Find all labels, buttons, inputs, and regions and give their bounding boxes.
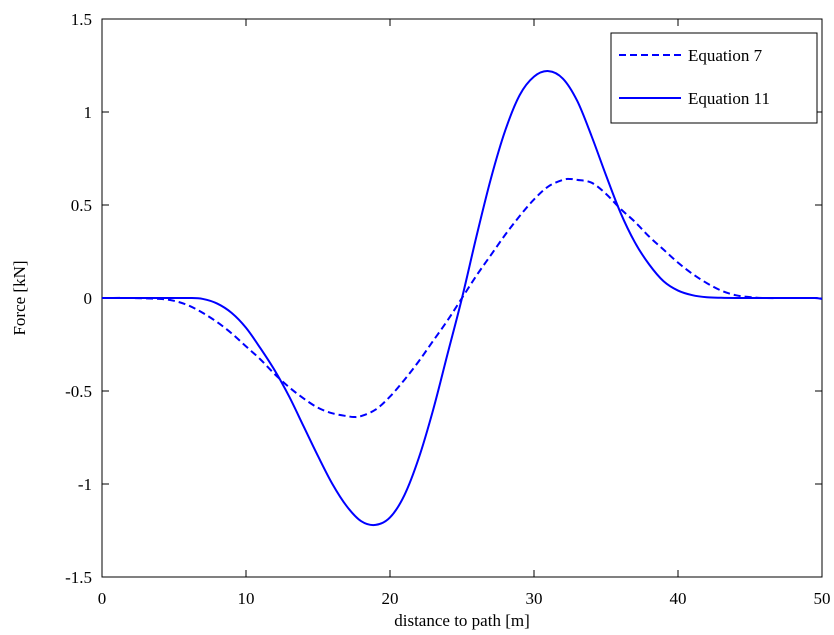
y-tick-label: -1: [78, 475, 92, 494]
x-tick-label: 40: [670, 589, 687, 608]
series-line-equation-11: [101, 70, 823, 527]
legend: Equation 7 Equation 11: [610, 32, 818, 124]
y-tick-label: 0.5: [71, 196, 92, 215]
x-tick-label: 20: [382, 589, 399, 608]
legend-box: [610, 32, 818, 124]
y-tick-label: -0.5: [65, 382, 92, 401]
x-tick-label: 0: [98, 589, 107, 608]
x-tick-label: 30: [526, 589, 543, 608]
axis-tick-labels: 0 10 20 30 40 50 -1.5 -1 -0.5 0 0.5 1 1.5: [65, 10, 830, 608]
x-tick-label: 50: [814, 589, 831, 608]
legend-label-equation-7: Equation 7: [688, 46, 763, 65]
y-tick-label: 1.5: [71, 10, 92, 29]
x-tick-label: 10: [238, 589, 255, 608]
y-axis-label: Force [kN]: [10, 260, 29, 335]
series-layer: [101, 70, 823, 527]
y-tick-label: 1: [84, 103, 93, 122]
y-tick-label: 0: [84, 289, 93, 308]
x-axis-label: distance to path [m]: [394, 611, 530, 630]
y-tick-label: -1.5: [65, 568, 92, 587]
legend-label-equation-11: Equation 11: [688, 89, 770, 108]
